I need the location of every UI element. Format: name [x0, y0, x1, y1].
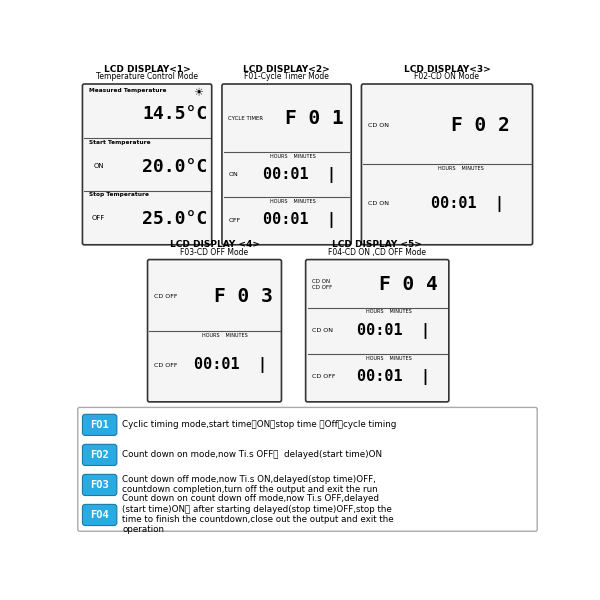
FancyBboxPatch shape — [361, 84, 533, 245]
Text: Stop Temperature: Stop Temperature — [89, 193, 149, 197]
Text: CD OFF: CD OFF — [312, 374, 335, 379]
Text: Start Temperature: Start Temperature — [89, 140, 151, 145]
Text: FO1: FO1 — [90, 420, 109, 430]
Text: Cyclic timing mode,start time（ON）stop time （Off）cycle timing: Cyclic timing mode,start time（ON）stop ti… — [122, 420, 397, 429]
Text: Count down on count down off mode,now Ti.s OFF,delayed
(start time)ON， after sta: Count down on count down off mode,now Ti… — [122, 494, 394, 535]
Text: LCD DISPLAY<2>: LCD DISPLAY<2> — [243, 65, 330, 74]
Text: F 0 2: F 0 2 — [451, 116, 510, 134]
Text: ON: ON — [94, 163, 104, 169]
Text: F 0 3: F 0 3 — [214, 287, 272, 305]
Text: FO3: FO3 — [90, 480, 109, 490]
Text: HOURS    MINUTES: HOURS MINUTES — [365, 356, 411, 361]
Text: HOURS    MINUTES: HOURS MINUTES — [270, 199, 316, 204]
Text: 00:01  |: 00:01 | — [358, 369, 430, 385]
Text: CD ON
CD OFF: CD ON CD OFF — [312, 279, 332, 290]
Text: F01-Cycle Timer Mode: F01-Cycle Timer Mode — [244, 72, 329, 81]
Text: 00:01  |: 00:01 | — [263, 167, 335, 182]
Text: CD OFF: CD OFF — [154, 363, 178, 368]
Text: OFF: OFF — [91, 215, 104, 221]
FancyBboxPatch shape — [82, 445, 117, 466]
Text: FO2: FO2 — [90, 450, 109, 460]
Text: 25.0°C: 25.0°C — [142, 210, 208, 228]
Text: LCD DISPLAY <4>: LCD DISPLAY <4> — [170, 241, 260, 250]
Text: F04-CD ON ,CD OFF Mode: F04-CD ON ,CD OFF Mode — [328, 248, 426, 257]
Text: F02-CD ON Mode: F02-CD ON Mode — [415, 72, 479, 81]
Text: 00:01  |: 00:01 | — [431, 196, 503, 212]
Text: HOURS    MINUTES: HOURS MINUTES — [270, 154, 316, 158]
Text: F 0 4: F 0 4 — [379, 275, 437, 294]
Text: F03-CD OFF Mode: F03-CD OFF Mode — [181, 248, 248, 257]
Text: LCD DISPLAY <5>: LCD DISPLAY <5> — [332, 241, 422, 250]
Text: LCD DISPLAY<1>: LCD DISPLAY<1> — [104, 65, 190, 74]
Text: CD OFF: CD OFF — [154, 293, 178, 299]
Text: CD ON: CD ON — [368, 122, 389, 128]
FancyBboxPatch shape — [78, 407, 537, 531]
Text: F 0 1: F 0 1 — [285, 109, 344, 128]
Text: CYCLE TIMER: CYCLE TIMER — [229, 116, 263, 121]
Text: CD ON: CD ON — [312, 328, 333, 333]
Text: Count down off mode,now Ti.s ON,delayed(stop time)OFF,
countdown completion,turn: Count down off mode,now Ti.s ON,delayed(… — [122, 475, 378, 494]
Text: ☀: ☀ — [193, 88, 203, 98]
Text: HOURS    MINUTES: HOURS MINUTES — [202, 332, 248, 338]
FancyBboxPatch shape — [82, 505, 117, 526]
Text: 20.0°C: 20.0°C — [142, 158, 208, 176]
Text: ON: ON — [229, 172, 238, 177]
FancyBboxPatch shape — [222, 84, 351, 245]
Text: HOURS    MINUTES: HOURS MINUTES — [365, 310, 411, 314]
FancyBboxPatch shape — [82, 414, 117, 436]
Text: 14.5°C: 14.5°C — [142, 106, 208, 124]
Text: Measured Temperature: Measured Temperature — [89, 88, 166, 93]
FancyBboxPatch shape — [305, 260, 449, 402]
Text: OFF: OFF — [229, 218, 241, 223]
Text: 00:01  |: 00:01 | — [358, 323, 430, 339]
Text: LCD DISPLAY<3>: LCD DISPLAY<3> — [404, 65, 490, 74]
Text: HOURS    MINUTES: HOURS MINUTES — [437, 166, 483, 171]
Text: Temperature Control Mode: Temperature Control Mode — [96, 72, 198, 81]
Text: 00:01  |: 00:01 | — [194, 358, 266, 373]
Text: 00:01  |: 00:01 | — [263, 212, 335, 228]
Text: Count down on mode,now Ti.s OFF，  delayed(start time)ON: Count down on mode,now Ti.s OFF， delayed… — [122, 450, 382, 459]
Text: FO4: FO4 — [90, 510, 109, 520]
FancyBboxPatch shape — [82, 475, 117, 496]
FancyBboxPatch shape — [148, 260, 281, 402]
FancyBboxPatch shape — [82, 84, 212, 245]
Text: CD ON: CD ON — [368, 201, 389, 206]
